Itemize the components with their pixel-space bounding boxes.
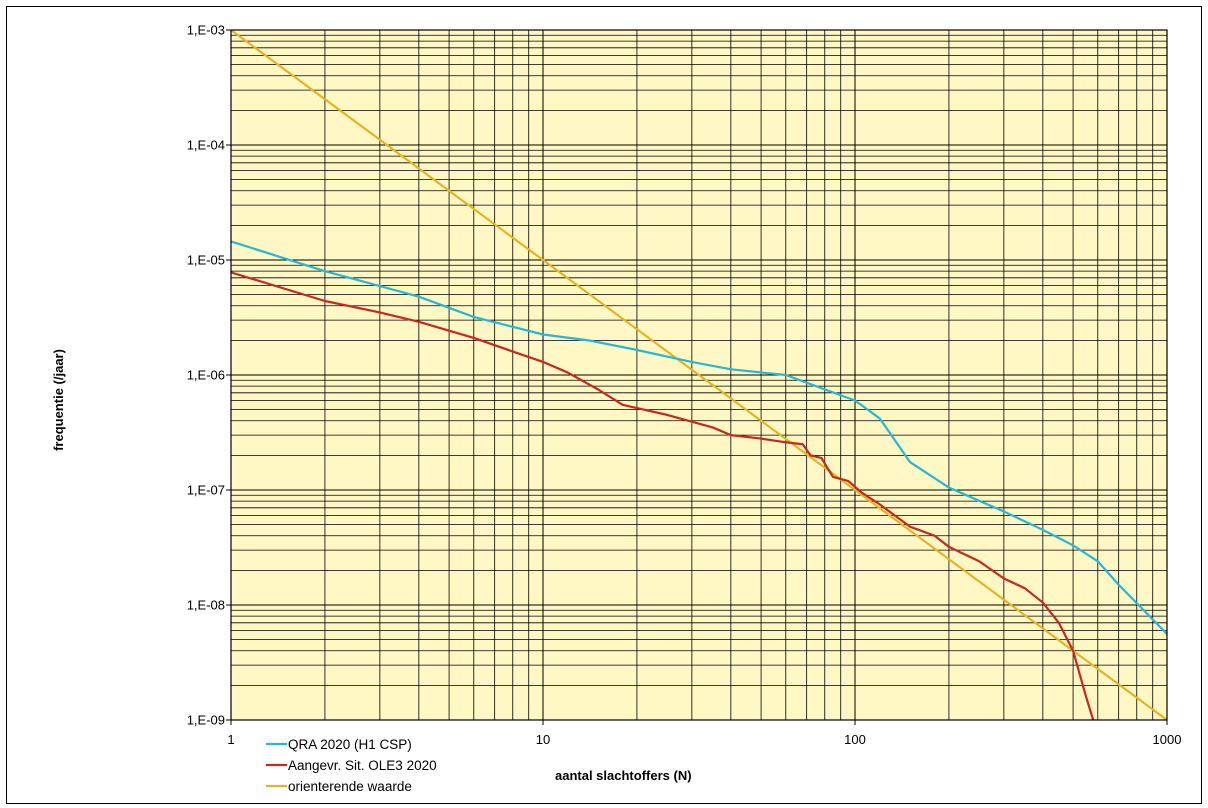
series-line-qra-2020-h1-csp [231, 240, 1167, 636]
x-axis-title: aantal slachtoffers (N) [555, 768, 692, 783]
legend-label-qra-2020-h1-csp: QRA 2020 (H1 CSP) [288, 737, 412, 752]
legend-label-orienterende-waarde: orienterende waarde [288, 779, 412, 794]
y-tick-label: 1,E-08 [187, 598, 225, 613]
x-axis-ticks: 1 10 100 1000 [227, 720, 1181, 747]
legend-label-aangevr-sit-ole3-2020: Aangevr. Sit. OLE3 2020 [288, 758, 437, 773]
y-tick-label: 1,E-03 [187, 23, 225, 38]
legend: QRA 2020 (H1 CSP) Aangevr. Sit. OLE3 2020… [266, 737, 437, 794]
x-tick-label: 10 [536, 732, 550, 747]
y-tick-label: 1,E-09 [187, 713, 225, 728]
x-tick-label: 1000 [1153, 732, 1182, 747]
y-tick-label: 1,E-06 [187, 368, 225, 383]
y-tick-label: 1,E-07 [187, 483, 225, 498]
x-tick-label: 100 [844, 732, 866, 747]
series-line-orienterende-waarde [231, 30, 1167, 720]
x-tick-label: 1 [227, 732, 234, 747]
y-axis-title: frequentie (/jaar) [51, 349, 66, 451]
y-tick-label: 1,E-04 [187, 138, 225, 153]
series-layer [231, 30, 1167, 720]
y-tick-label: 1,E-05 [187, 253, 225, 268]
y-axis-ticks: 1,E-03 1,E-04 1,E-05 1,E-06 1,E-07 1,E-08 1,E-… [187, 23, 231, 728]
series-line-aangevr-sit-ole3-2020 [231, 271, 1095, 720]
